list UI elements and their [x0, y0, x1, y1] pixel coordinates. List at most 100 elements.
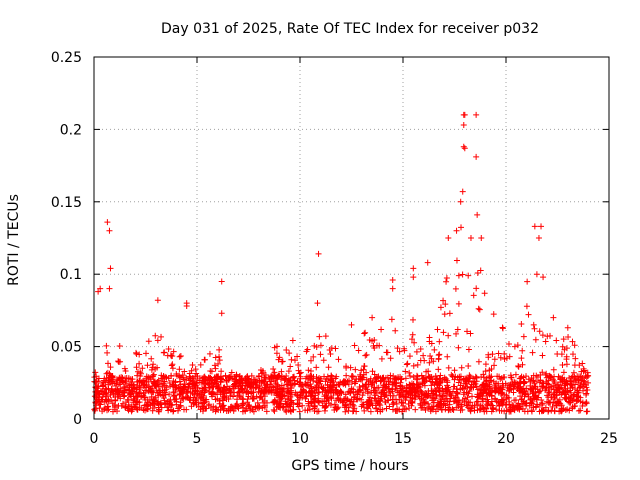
data-point: [171, 382, 178, 389]
data-point: [165, 403, 172, 410]
data-point: [244, 388, 251, 395]
data-point: [446, 389, 453, 396]
data-point: [208, 390, 215, 397]
data-point: [206, 401, 213, 408]
data-point: [584, 386, 591, 393]
data-point: [435, 366, 442, 373]
data-point: [360, 389, 367, 396]
data-point: [327, 402, 334, 409]
data-point: [358, 367, 365, 374]
data-point: [255, 372, 262, 379]
data-point: [410, 265, 417, 272]
data-point: [417, 346, 424, 353]
data-point: [205, 381, 212, 388]
data-point: [422, 400, 429, 407]
data-point: [170, 348, 177, 355]
data-point: [179, 372, 186, 379]
data-point: [560, 336, 567, 343]
x-tick-label: 20: [497, 431, 515, 447]
data-point: [133, 351, 140, 358]
data-point: [465, 346, 472, 353]
data-point: [141, 394, 148, 401]
data-point: [398, 399, 405, 406]
data-point: [260, 399, 267, 406]
data-point: [341, 379, 348, 386]
data-point: [530, 321, 537, 328]
data-point: [426, 403, 433, 410]
data-point: [359, 382, 366, 389]
data-point: [104, 219, 111, 226]
data-point: [378, 355, 385, 362]
x-tick-label: 15: [394, 431, 412, 447]
data-point: [392, 385, 399, 392]
data-point: [305, 398, 312, 405]
data-point: [518, 320, 525, 327]
data-point: [152, 332, 159, 339]
y-tick-label: 0.2: [60, 122, 82, 138]
data-point: [546, 399, 553, 406]
data-point: [437, 398, 444, 405]
data-point: [439, 393, 446, 400]
data-point: [467, 384, 474, 391]
data-point: [296, 370, 303, 377]
data-point: [95, 375, 102, 382]
data-point: [371, 389, 378, 396]
data-point: [149, 383, 156, 390]
data-point: [441, 311, 448, 318]
data-point: [520, 333, 527, 340]
data-point: [332, 386, 339, 393]
data-point: [420, 396, 427, 403]
data-point: [154, 297, 161, 304]
data-point: [137, 372, 144, 379]
data-point: [271, 408, 278, 415]
data-point: [155, 407, 162, 414]
data-point: [414, 373, 421, 380]
data-point: [335, 356, 342, 363]
data-point: [220, 389, 227, 396]
data-point: [506, 353, 513, 360]
data-point: [168, 362, 175, 369]
data-point: [308, 373, 315, 380]
data-point: [136, 351, 143, 358]
data-point: [291, 373, 298, 380]
data-point: [535, 235, 542, 241]
data-point: [550, 314, 557, 321]
data-point: [537, 387, 544, 394]
data-point: [276, 394, 283, 401]
data-point: [183, 303, 190, 310]
data-point: [103, 342, 110, 349]
data-point: [460, 143, 467, 150]
data-point: [276, 403, 283, 410]
data-point: [437, 304, 444, 311]
data-point: [446, 401, 453, 408]
data-point: [273, 350, 280, 357]
data-point: [201, 356, 208, 363]
data-point: [351, 342, 358, 349]
data-point: [538, 223, 545, 230]
data-point: [96, 405, 103, 412]
data-point: [524, 391, 531, 398]
data-point: [523, 373, 530, 380]
data-point: [316, 380, 323, 387]
data-point: [498, 389, 505, 396]
data-point: [300, 387, 307, 394]
data-point: [181, 406, 187, 413]
data-point: [498, 396, 505, 403]
x-tick-label: 10: [291, 431, 309, 447]
data-point: [181, 376, 188, 383]
data-point: [567, 389, 574, 396]
data-point: [451, 383, 458, 390]
data-point: [511, 406, 518, 413]
data-point: [377, 406, 384, 413]
data-point: [401, 405, 408, 412]
data-point: [206, 350, 213, 357]
data-point: [223, 377, 230, 384]
data-point: [466, 372, 473, 379]
data-point: [348, 321, 355, 328]
x-axis-label: GPS time / hours: [291, 458, 408, 474]
data-point: [107, 364, 114, 371]
data-point: [160, 395, 167, 402]
data-point: [456, 397, 463, 404]
data-point: [558, 384, 565, 391]
data-point: [316, 389, 323, 396]
